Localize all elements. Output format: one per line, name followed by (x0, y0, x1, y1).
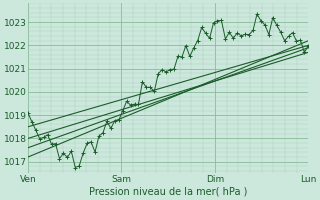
X-axis label: Pression niveau de la mer( hPa ): Pression niveau de la mer( hPa ) (89, 187, 247, 197)
